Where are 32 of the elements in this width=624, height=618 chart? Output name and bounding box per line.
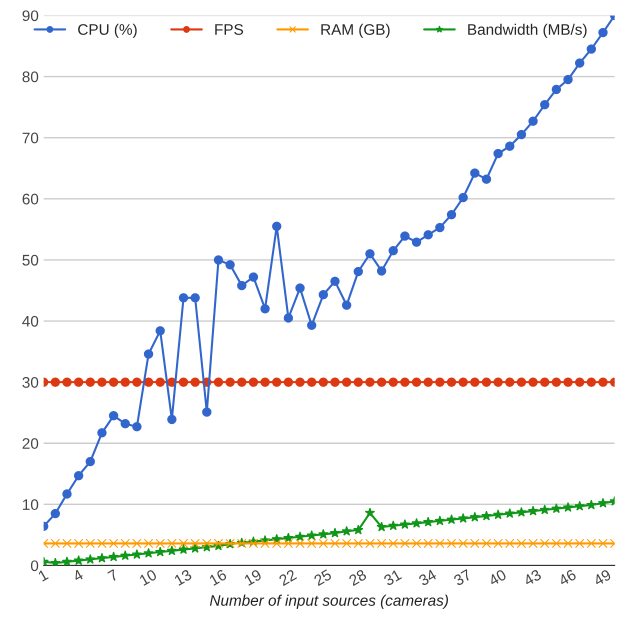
y-tick-label: 80 [22, 71, 38, 82]
x-axis-title: Number of input sources (cameras) [210, 594, 448, 609]
legend-label: CPU (%) [78, 24, 137, 38]
legend-label: RAM (GB) [321, 24, 390, 38]
x-tick-label: 46 [558, 568, 577, 586]
y-tick-label: 70 [22, 132, 38, 144]
x-tick-label: 19 [244, 568, 262, 586]
x-tick-label: 25 [313, 568, 332, 586]
legend-label: FPS [215, 24, 244, 35]
legend-label: Bandwidth (MB/s) [468, 24, 587, 38]
y-tick-label: 20 [22, 438, 38, 449]
x-tick-label: 49 [592, 568, 612, 586]
y-tick-label: 10 [22, 499, 38, 510]
x-tick-label: 37 [452, 568, 472, 586]
y-tick-label: 50 [22, 254, 38, 266]
y-tick-label: 40 [22, 316, 38, 327]
x-tick-label: 16 [208, 568, 228, 586]
x-tick-label: 28 [348, 568, 368, 586]
x-tick-label: 22 [278, 568, 298, 586]
x-tick-label: 40 [488, 568, 508, 586]
x-tick-label: 31 [383, 568, 402, 586]
x-tick-label: 1 [38, 569, 49, 582]
x-tick-label: 13 [174, 568, 192, 586]
x-tick-label: 4 [72, 568, 84, 582]
y-tick-label: 0 [30, 560, 38, 572]
x-tick-label: 34 [418, 568, 438, 586]
y-tick-label: 30 [22, 377, 38, 388]
x-tick-label: 10 [138, 568, 158, 586]
y-tick-label: 60 [22, 194, 38, 204]
x-tick-label: 7 [107, 569, 119, 582]
y-tick-label: 90 [22, 10, 38, 22]
x-tick-label: 43 [522, 568, 542, 586]
